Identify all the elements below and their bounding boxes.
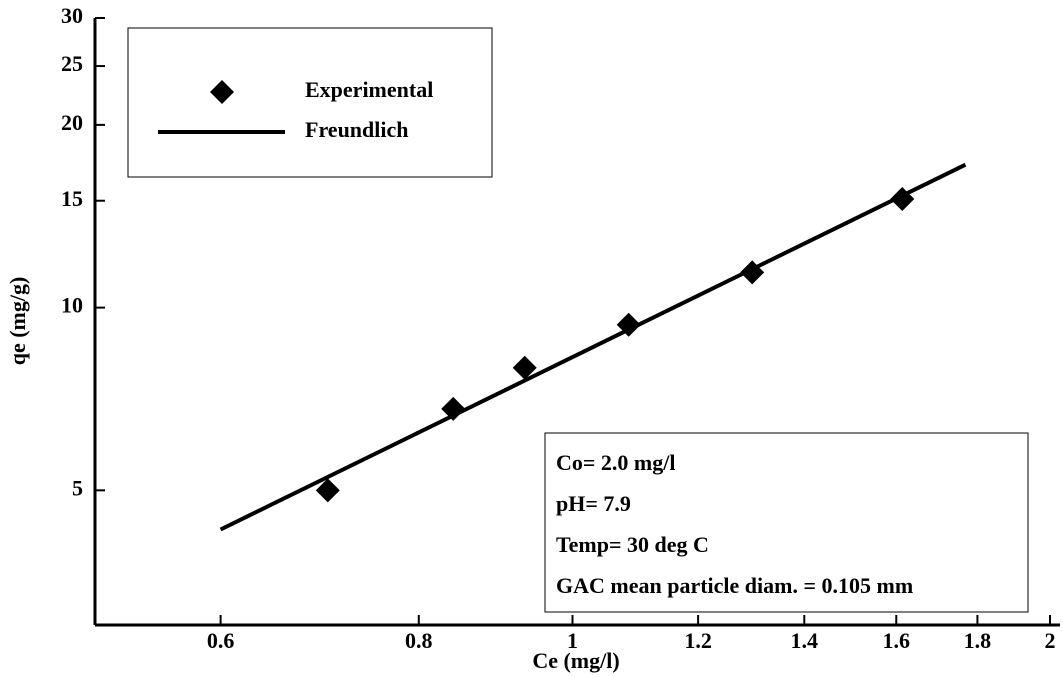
y-axis-label: qe (mg/g) xyxy=(5,277,30,366)
fit-line xyxy=(219,162,967,532)
x-axis-label: Ce (mg/l) xyxy=(532,648,619,673)
y-tick-label: 15 xyxy=(61,186,83,211)
x-tick-label: 1.4 xyxy=(791,628,819,653)
legend-marker xyxy=(210,80,234,104)
data-point xyxy=(512,355,537,380)
y-tick-label: 25 xyxy=(61,51,83,76)
annotation: GAC mean particle diam. = 0.105 mm xyxy=(556,573,913,598)
legend-label: Experimental xyxy=(305,77,433,102)
y-tick-label: 30 xyxy=(61,3,83,28)
data-point xyxy=(441,396,466,421)
x-tick-label: 0.6 xyxy=(207,628,235,653)
x-tick-label: 2 xyxy=(1045,628,1056,653)
y-tick-label: 5 xyxy=(72,475,83,500)
annotation: pH= 7.9 xyxy=(556,491,631,516)
x-tick-label: 0.8 xyxy=(405,628,433,653)
x-tick-label: 1.6 xyxy=(883,628,911,653)
data-point xyxy=(315,478,340,503)
x-tick-label: 1 xyxy=(567,628,578,653)
legend-label: Freundlich xyxy=(305,117,409,142)
x-tick-label: 1.2 xyxy=(684,628,712,653)
y-tick-label: 20 xyxy=(61,110,83,135)
y-tick-label: 10 xyxy=(61,293,83,318)
legend-box xyxy=(127,27,493,178)
annotation: Temp= 30 deg C xyxy=(556,532,709,557)
annotation-box xyxy=(544,432,1029,613)
annotation: Co= 2.0 mg/l xyxy=(556,450,675,475)
x-tick-label: 1.8 xyxy=(964,628,992,653)
